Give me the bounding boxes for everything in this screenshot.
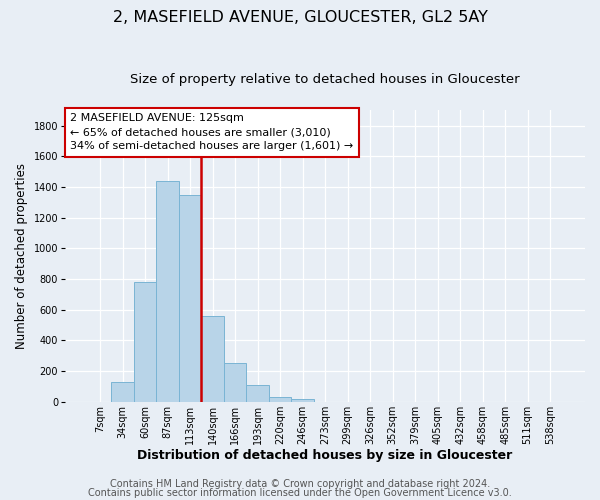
Bar xyxy=(246,385,269,402)
Text: Contains public sector information licensed under the Open Government Licence v3: Contains public sector information licen… xyxy=(88,488,512,498)
Bar xyxy=(292,398,314,402)
Bar xyxy=(111,382,134,402)
Text: 2 MASEFIELD AVENUE: 125sqm
← 65% of detached houses are smaller (3,010)
34% of s: 2 MASEFIELD AVENUE: 125sqm ← 65% of deta… xyxy=(70,113,353,151)
Bar xyxy=(269,397,292,402)
Bar xyxy=(201,316,224,402)
Bar xyxy=(179,194,201,402)
Bar xyxy=(224,364,246,402)
Title: Size of property relative to detached houses in Gloucester: Size of property relative to detached ho… xyxy=(130,72,520,86)
Text: 2, MASEFIELD AVENUE, GLOUCESTER, GL2 5AY: 2, MASEFIELD AVENUE, GLOUCESTER, GL2 5AY xyxy=(113,10,487,25)
Bar xyxy=(134,282,156,402)
Bar xyxy=(156,181,179,402)
Text: Contains HM Land Registry data © Crown copyright and database right 2024.: Contains HM Land Registry data © Crown c… xyxy=(110,479,490,489)
Y-axis label: Number of detached properties: Number of detached properties xyxy=(15,163,28,349)
X-axis label: Distribution of detached houses by size in Gloucester: Distribution of detached houses by size … xyxy=(137,450,512,462)
